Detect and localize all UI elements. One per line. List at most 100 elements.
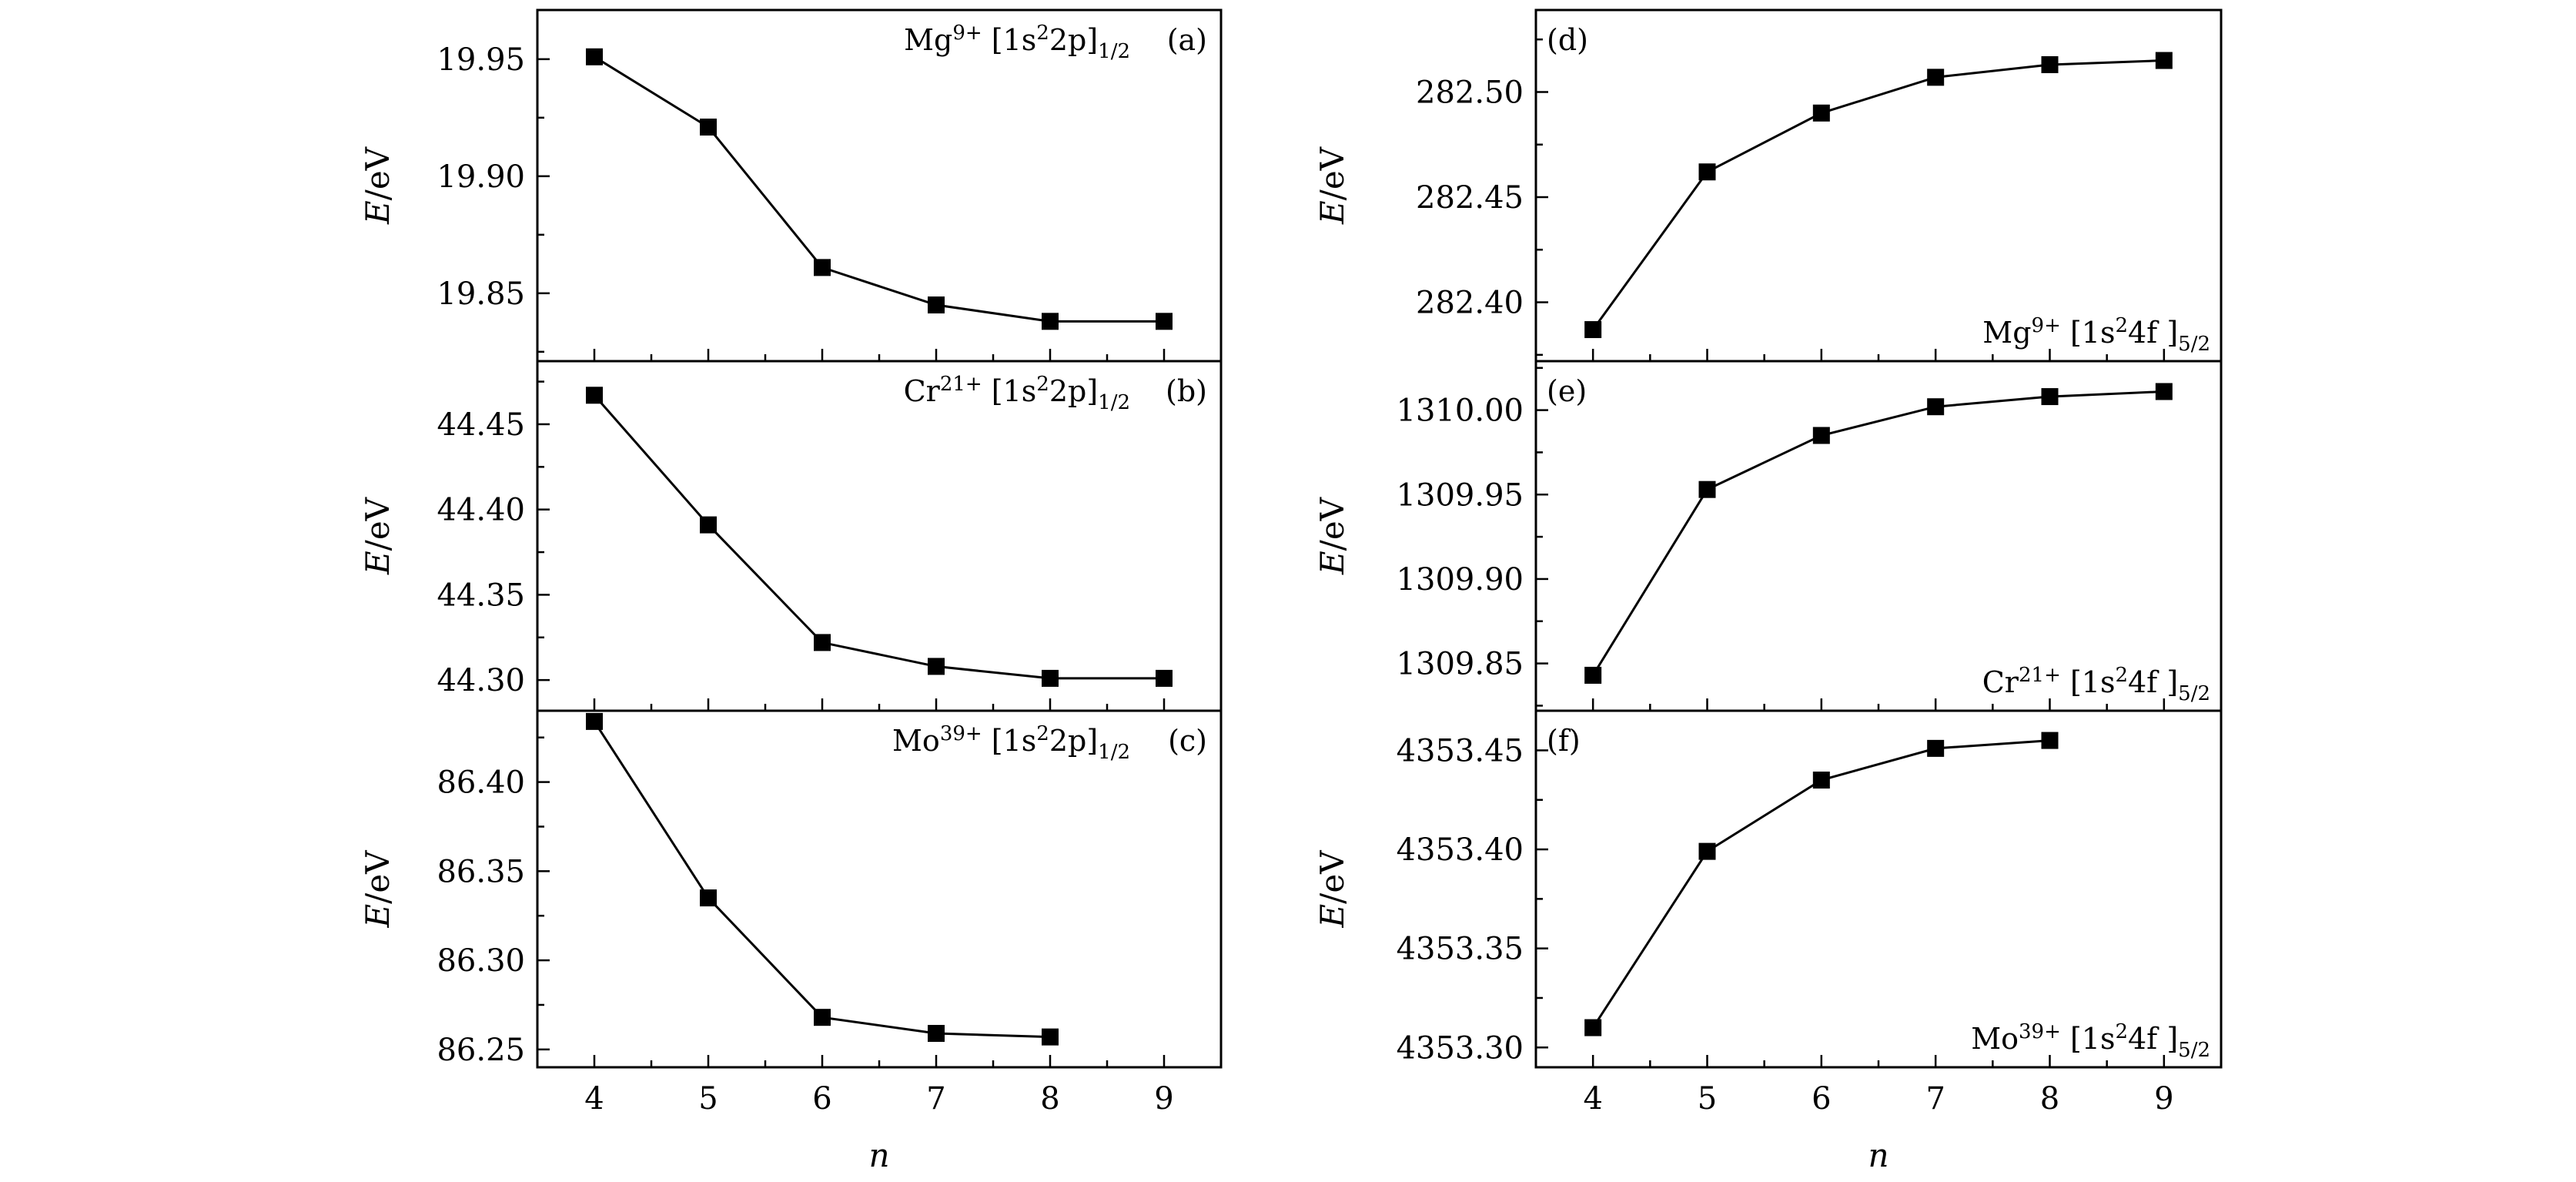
y-axis-label-symbol: E: [1313, 551, 1351, 575]
data-point: [1927, 69, 1945, 86]
ion-label-config-pre: [1s: [982, 724, 1037, 758]
ion-label: Mg9+ [1s24f ]5/2: [1982, 314, 2210, 356]
ion-label-config-post: 4f ]: [2128, 665, 2178, 699]
data-point: [1812, 772, 1830, 789]
panel-a: 19.85 19.90 19.95 E/eV (a) Mg9+ [1s22p]1/2: [359, 8, 1223, 363]
ion-label: Cr21+ [1s24f ]5/2: [1982, 664, 2210, 705]
y-axis-label-unit: /eV: [1313, 850, 1351, 904]
y-tick-label: 282.40: [1416, 286, 1524, 321]
series-line: [593, 394, 1164, 680]
data-point: [1042, 313, 1059, 330]
data-point: [928, 296, 945, 314]
y-axis-label: E/eV: [359, 850, 396, 929]
y-axis-label-unit: /eV: [359, 497, 396, 551]
data-point: [700, 889, 717, 907]
y-tick-label: 86.35: [437, 854, 525, 889]
data-point: [2041, 55, 2059, 73]
y-axis-label: E/eV: [1313, 146, 1351, 225]
y-tick-label: 1309.85: [1397, 647, 1524, 682]
ion-label-config-sub: 5/2: [2178, 682, 2210, 705]
x-tick-label: 7: [926, 1081, 945, 1117]
x-tick-label: 5: [698, 1081, 718, 1117]
data-point: [700, 516, 717, 534]
ion-label-charge: 39+: [2019, 1020, 2061, 1043]
panel-b: 44.30 44.35 44.40 44.45 E/eV (b) Cr21+ [1s22p]…: [359, 360, 1223, 712]
y-axis-label-symbol: E: [1313, 200, 1351, 225]
data-point: [1927, 739, 1945, 757]
data-point: [2155, 383, 2173, 400]
ion-label-config-sup: 2: [1036, 22, 1049, 45]
data-point: [1584, 321, 1602, 339]
y-tick-label: 86.25: [437, 1033, 525, 1068]
x-tick-label: 6: [1812, 1081, 1831, 1117]
y-axis-label: E/eV: [359, 497, 396, 575]
x-tick-label: 4: [584, 1081, 604, 1117]
ion-label-config-post: 4f ]: [2128, 316, 2178, 350]
ion-label: Mo39+ [1s22p]1/2: [892, 722, 1130, 764]
panel-f: 4353.30 4353.35 4353.40 4353.45 E/eV (f) Mo39+…: [1313, 709, 2223, 1174]
y-axis-label: E/eV: [1313, 850, 1351, 929]
ion-label-config-post: 2p]: [1049, 374, 1098, 408]
data-point: [928, 1025, 945, 1043]
y-tick-label: 44.45: [437, 407, 525, 443]
y-tick-label: 282.50: [1416, 75, 1524, 110]
y-tick-label: 86.30: [437, 943, 525, 979]
y-tick-label: 19.95: [437, 42, 525, 78]
x-axis-label: n: [1868, 1137, 1889, 1174]
y-axis-label-unit: /eV: [1313, 146, 1351, 200]
ion-label-charge: 21+: [2019, 664, 2061, 687]
y-tick-label: 4353.45: [1397, 733, 1524, 768]
ion-label-config-post: 4f ]: [2128, 1022, 2178, 1056]
y-tick-label: 86.40: [437, 765, 525, 801]
data-point: [1698, 842, 1716, 860]
ion-label-ion: Cr: [1982, 665, 2019, 699]
y-axis-label: E/eV: [1313, 497, 1351, 575]
ion-label-charge: 21+: [940, 373, 982, 396]
panel-tag: (a): [1167, 23, 1207, 57]
y-tick-label: 1310.00: [1397, 393, 1524, 429]
ion-label-config-sup: 2: [2115, 1020, 2128, 1043]
ion-label-ion: Cr: [904, 374, 941, 408]
data-point: [1042, 669, 1059, 687]
ion-label-config-sub: 1/2: [1098, 741, 1130, 764]
y-axis-label-symbol: E: [1313, 904, 1351, 929]
data-point: [1156, 669, 1173, 687]
panel-tag: (e): [1547, 374, 1587, 408]
ion-label-config-sup: 2: [1036, 722, 1049, 745]
x-tick-label: 8: [1040, 1081, 1059, 1117]
y-axis-label-unit: /eV: [359, 850, 396, 904]
ion-label-config-post: 2p]: [1049, 23, 1098, 57]
x-tick-label: 6: [812, 1081, 831, 1117]
ion-label-config-pre: [1s: [2061, 665, 2116, 699]
data-point: [928, 658, 945, 675]
panel-c: 86.25 86.30 86.35 86.40 E/eV (c) Mo39+ [1s22p]…: [359, 709, 1223, 1174]
data-point: [1698, 163, 1716, 181]
y-tick-label: 4353.35: [1397, 932, 1524, 967]
ion-label-ion: Mg: [1982, 316, 2031, 350]
ion-label-charge: 9+: [2032, 314, 2061, 337]
y-axis-label-unit: /eV: [1313, 497, 1351, 551]
panel-tag: (d): [1547, 23, 1588, 57]
ion-label-config-sub: 5/2: [2178, 333, 2210, 356]
y-tick-label: 4353.40: [1397, 832, 1524, 868]
x-tick-label: 9: [2154, 1081, 2173, 1117]
data-point: [1812, 104, 1830, 122]
data-point: [1584, 666, 1602, 684]
y-tick-label: 44.30: [437, 663, 525, 698]
data-point: [586, 712, 603, 730]
ion-label-config-pre: [1s: [2061, 1022, 2116, 1056]
y-tick-label: 44.40: [437, 493, 525, 528]
y-tick-label: 44.35: [437, 578, 525, 613]
panel-e: 1309.85 1309.90 1309.95 1310.00 E/eV (e) Cr21+…: [1313, 360, 2223, 712]
ion-label-config-sub: 1/2: [1098, 391, 1130, 414]
ion-label-config-pre: [1s: [982, 23, 1037, 57]
y-axis-label-symbol: E: [359, 904, 396, 929]
x-tick-label: 4: [1583, 1081, 1602, 1117]
data-point: [586, 48, 603, 65]
y-axis-label: E/eV: [359, 146, 396, 225]
y-tick-label: 1309.95: [1397, 477, 1524, 513]
x-axis-label: n: [868, 1137, 889, 1174]
y-tick-label: 4353.30: [1397, 1030, 1524, 1066]
x-tick-label: 5: [1698, 1081, 1717, 1117]
panel-tag: (b): [1166, 374, 1207, 408]
